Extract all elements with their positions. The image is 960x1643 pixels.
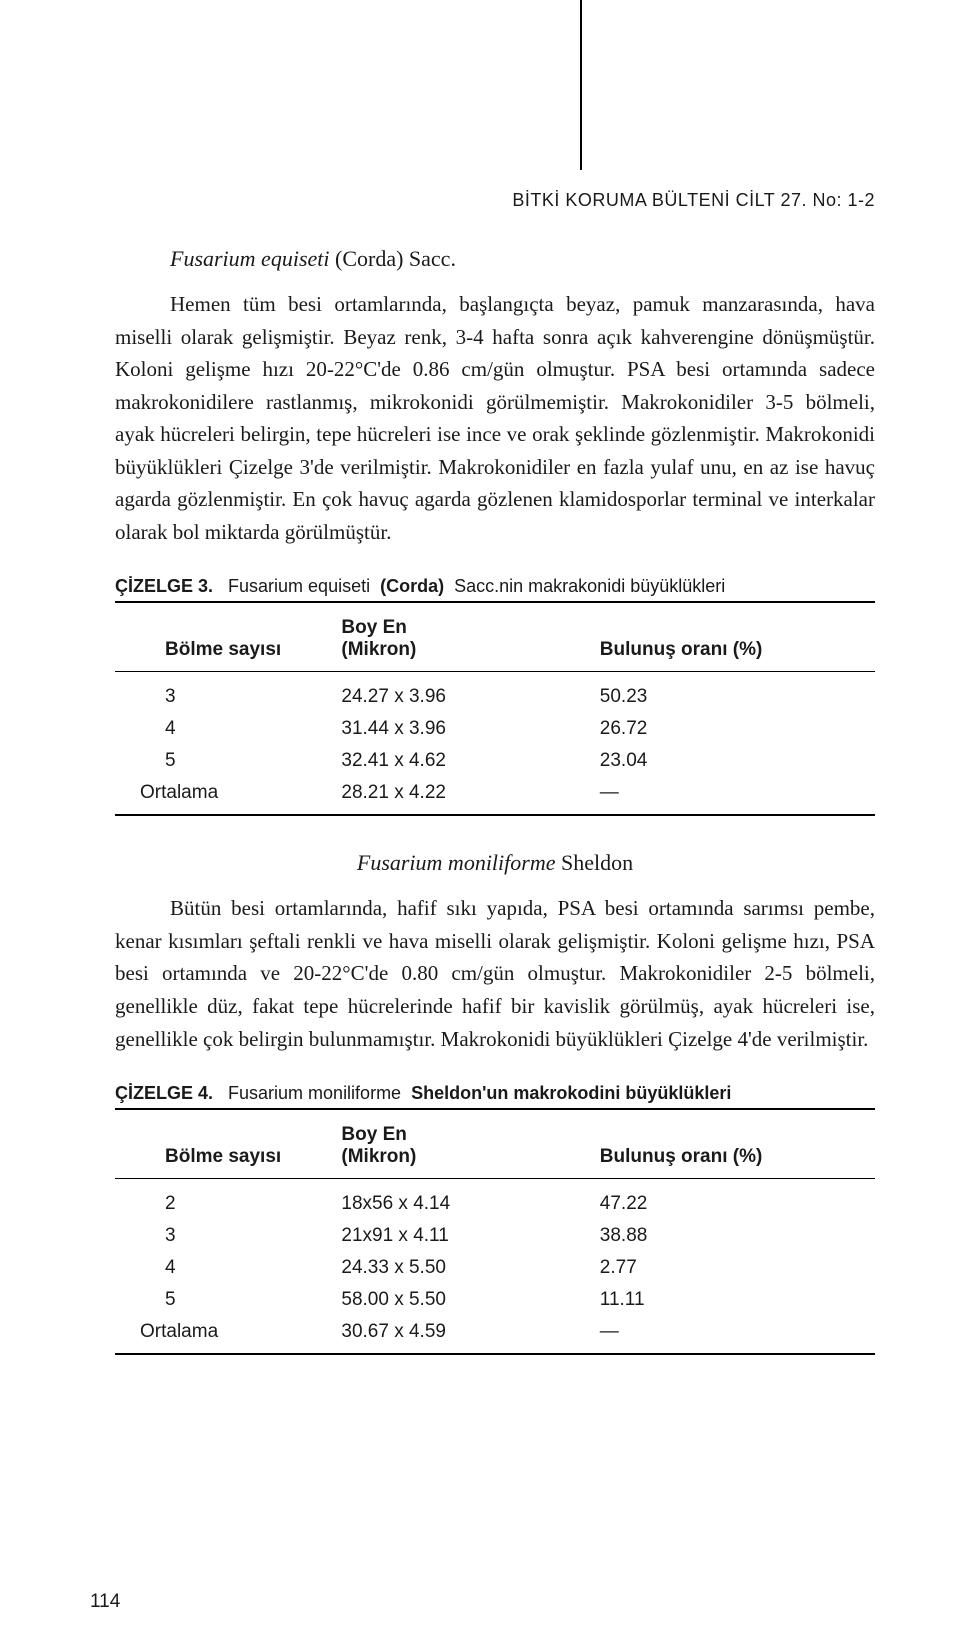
- table-row: 4 31.44 x 3.96 26.72: [115, 713, 875, 745]
- top-vertical-rule: [580, 0, 582, 170]
- table4-col-boy-a: Boy En: [341, 1124, 587, 1146]
- table3-caption-label: ÇİZELGE 3.: [115, 576, 213, 596]
- table4-caption-bold2: Sheldon'un makrokodini büyüklükleri: [411, 1083, 731, 1103]
- cell: 11.11: [594, 1284, 875, 1316]
- cell: 38.88: [594, 1220, 875, 1252]
- table4-caption-label: ÇİZELGE 4.: [115, 1083, 213, 1103]
- table3-caption: ÇİZELGE 3. Fusarium equiseti (Corda) Sac…: [115, 576, 875, 597]
- table-row: Ortalama 28.21 x 4.22 —: [115, 777, 875, 815]
- cell: Ortalama: [115, 777, 335, 815]
- cell: 58.00 x 5.50: [335, 1284, 593, 1316]
- table3-caption-mid: Fusarium equiseti: [228, 576, 370, 596]
- cell: 18x56 x 4.14: [335, 1179, 593, 1221]
- table-row: 5 58.00 x 5.50 11.11: [115, 1284, 875, 1316]
- cell: 47.22: [594, 1179, 875, 1221]
- cell: 4: [115, 713, 335, 745]
- table3-col-boy-b: (Mikron): [341, 639, 587, 661]
- table3-caption-bold2: (Corda): [380, 576, 444, 596]
- journal-header: BİTKİ KORUMA BÜLTENİ CİLT 27. No: 1-2: [115, 190, 875, 211]
- cell: 32.41 x 4.62: [335, 745, 593, 777]
- table3-col-boy: Boy En (Mikron): [335, 602, 593, 672]
- table3-caption-mid2: Sacc.nin makrakonidi büyüklükleri: [454, 576, 725, 596]
- table4-caption-mid: Fusarium moniliforme: [228, 1083, 401, 1103]
- cell: —: [594, 777, 875, 815]
- table4-body: 2 18x56 x 4.14 47.22 3 21x91 x 4.11 38.8…: [115, 1179, 875, 1355]
- species-name-italic: Fusarium equiseti: [170, 246, 330, 271]
- cell: 3: [115, 672, 335, 714]
- table3-col-boy-a: Boy En: [341, 617, 587, 639]
- table3-col-bolme: Bölme sayısı: [115, 602, 335, 672]
- cell: 23.04: [594, 745, 875, 777]
- species-title-1: Fusarium equiseti (Corda) Sacc.: [115, 246, 875, 272]
- table4-col-oran: Bulunuş oranı (%): [594, 1109, 875, 1179]
- table4-col-boy: Boy En (Mikron): [335, 1109, 593, 1179]
- cell: 21x91 x 4.11: [335, 1220, 593, 1252]
- page-number: 114: [90, 1591, 120, 1613]
- table-row: 2 18x56 x 4.14 47.22: [115, 1179, 875, 1221]
- cell: 5: [115, 1284, 335, 1316]
- species-name-author: (Corda) Sacc.: [330, 246, 456, 271]
- cell: —: [594, 1316, 875, 1354]
- table3-col-oran: Bulunuş oranı (%): [594, 602, 875, 672]
- cell: 30.67 x 4.59: [335, 1316, 593, 1354]
- cell: 3: [115, 1220, 335, 1252]
- cell: 31.44 x 3.96: [335, 713, 593, 745]
- table4: Bölme sayısı Boy En (Mikron) Bulunuş ora…: [115, 1108, 875, 1355]
- cell: 5: [115, 745, 335, 777]
- section2-paragraph: Bütün besi ortamlarında, hafif sıkı yapı…: [115, 892, 875, 1055]
- species-title-2: Fusarium moniliforme Sheldon: [115, 850, 875, 876]
- cell: 2.77: [594, 1252, 875, 1284]
- page: BİTKİ KORUMA BÜLTENİ CİLT 27. No: 1-2 Fu…: [0, 0, 960, 1643]
- table3-body: 3 24.27 x 3.96 50.23 4 31.44 x 3.96 26.7…: [115, 672, 875, 816]
- table-row: Ortalama 30.67 x 4.59 —: [115, 1316, 875, 1354]
- species-name-author: Sheldon: [556, 850, 634, 875]
- cell: 24.33 x 5.50: [335, 1252, 593, 1284]
- table4-col-bolme: Bölme sayısı: [115, 1109, 335, 1179]
- cell: 26.72: [594, 713, 875, 745]
- species-name-italic: Fusarium moniliforme: [357, 850, 556, 875]
- table-row: 5 32.41 x 4.62 23.04: [115, 745, 875, 777]
- table-row: 3 24.27 x 3.96 50.23: [115, 672, 875, 714]
- section1-paragraph: Hemen tüm besi ortamlarında, başlangıçta…: [115, 288, 875, 548]
- table3: Bölme sayısı Boy En (Mikron) Bulunuş ora…: [115, 601, 875, 816]
- table-row: 4 24.33 x 5.50 2.77: [115, 1252, 875, 1284]
- cell: 4: [115, 1252, 335, 1284]
- cell: 50.23: [594, 672, 875, 714]
- cell: 2: [115, 1179, 335, 1221]
- cell: Ortalama: [115, 1316, 335, 1354]
- table4-caption: ÇİZELGE 4. Fusarium moniliforme Sheldon'…: [115, 1083, 875, 1104]
- cell: 24.27 x 3.96: [335, 672, 593, 714]
- table-row: 3 21x91 x 4.11 38.88: [115, 1220, 875, 1252]
- table4-col-boy-b: (Mikron): [341, 1146, 587, 1168]
- cell: 28.21 x 4.22: [335, 777, 593, 815]
